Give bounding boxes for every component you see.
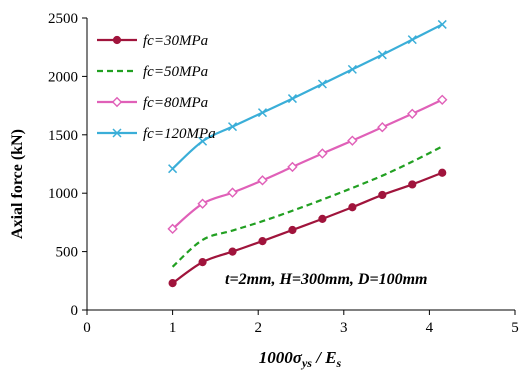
- y-tick-label: 2500: [48, 11, 78, 27]
- legend-label: fc=80MPa: [143, 95, 208, 111]
- data-point: [407, 108, 418, 119]
- data-point: [437, 94, 448, 105]
- data-point: [197, 198, 208, 209]
- x-axis-label: 1000σys / Es: [259, 348, 342, 370]
- y-tick-label: 500: [56, 245, 79, 261]
- x-axis-label-E: E: [324, 348, 336, 367]
- parameters-annotation: t=2mm, H=300mm, D=100mm: [225, 271, 427, 288]
- x-axis-label-sigma-sub: ys: [300, 356, 312, 370]
- y-tick-label: 1500: [48, 128, 78, 144]
- data-point: [168, 279, 177, 288]
- data-point: [377, 50, 387, 60]
- data-point: [257, 175, 268, 186]
- data-point: [347, 64, 357, 74]
- series-line: [171, 145, 443, 268]
- data-point: [198, 258, 207, 267]
- x-tick-label: 4: [426, 320, 434, 336]
- series-group: [167, 19, 448, 288]
- data-point: [287, 94, 297, 104]
- y-tick-label: 2000: [48, 69, 78, 85]
- data-point: [407, 35, 417, 45]
- legend-label: fc=30MPa: [143, 33, 208, 49]
- legend: fc=30MPa fc=50MPa fc=80MPa fc=120MPa: [97, 33, 216, 142]
- series-line: [171, 171, 443, 285]
- data-point: [258, 236, 267, 246]
- y-ticks: 0 500 1000 1500 2000 2500: [48, 11, 87, 319]
- x-tick-label: 2: [254, 320, 262, 336]
- data-point: [317, 148, 328, 159]
- y-axis-label: Axial force (kN): [9, 129, 26, 239]
- data-point: [438, 168, 447, 177]
- legend-label: fc=120MPa: [143, 126, 216, 142]
- data-point: [377, 122, 388, 133]
- x-tick-label: 5: [511, 320, 519, 336]
- series-fc=50MPa: [171, 145, 443, 268]
- x-tick-label: 3: [340, 320, 348, 336]
- x-tick-label: 0: [83, 320, 91, 336]
- data-point: [378, 190, 387, 200]
- data-point: [168, 164, 178, 174]
- data-point: [408, 180, 417, 189]
- axes: [86, 18, 515, 311]
- series-fc=80MPa: [167, 94, 448, 235]
- data-point: [288, 225, 297, 235]
- x-axis-label-prefix: 1000: [259, 348, 294, 367]
- data-point: [228, 247, 237, 256]
- x-ticks: 0 1 2 3 4 5: [83, 310, 519, 336]
- legend-item: fc=30MPa: [97, 33, 208, 49]
- data-point: [318, 214, 327, 223]
- legend-marker: [111, 96, 123, 108]
- data-point: [348, 203, 357, 212]
- legend-item: fc=120MPa: [97, 126, 216, 142]
- data-point: [437, 19, 447, 29]
- legend-item: fc=80MPa: [97, 95, 208, 111]
- legend-item: fc=50MPa: [97, 64, 208, 80]
- legend-label: fc=50MPa: [143, 64, 208, 80]
- data-point: [257, 108, 268, 118]
- x-axis-label-E-sub: s: [336, 356, 342, 370]
- data-point: [167, 223, 178, 235]
- data-point: [317, 79, 327, 89]
- data-point: [227, 122, 238, 132]
- data-point: [287, 161, 298, 173]
- x-tick-label: 1: [169, 320, 177, 336]
- series-line: [171, 98, 443, 230]
- legend-marker: [112, 35, 122, 45]
- data-point: [347, 135, 358, 146]
- series-fc=30MPa: [168, 168, 447, 288]
- data-point: [198, 136, 208, 146]
- x-axis-label-sigma: σ: [293, 348, 303, 367]
- legend-marker: [112, 128, 122, 138]
- series-fc=120MPa: [168, 19, 447, 174]
- x-axis-label-slash: /: [312, 348, 325, 367]
- y-tick-label: 0: [71, 303, 79, 319]
- y-tick-label: 1000: [48, 186, 78, 202]
- series-line: [171, 23, 443, 170]
- data-point: [227, 187, 238, 198]
